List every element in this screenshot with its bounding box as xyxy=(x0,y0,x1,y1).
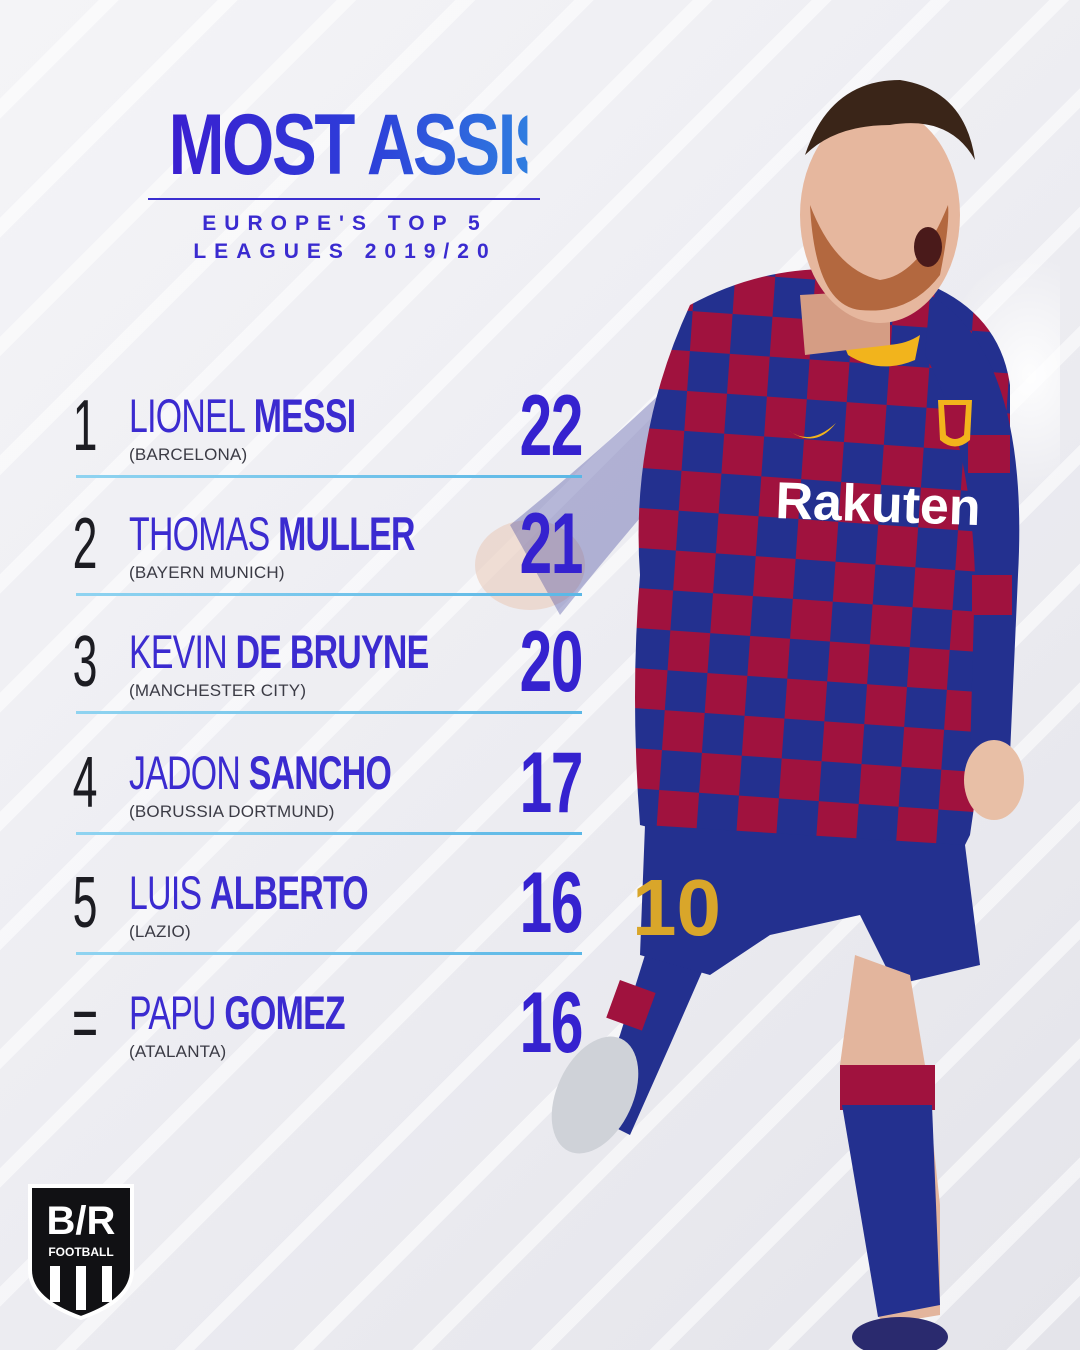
player-name: PAPU GOMEZ xyxy=(129,986,346,1039)
br-football-logo: B/R FOOTBALL xyxy=(28,1184,134,1321)
player-row: 2 THOMAS MULLER (BAYERN MUNICH) 21 xyxy=(0,499,600,621)
rank-number: = xyxy=(71,983,99,1063)
row-divider xyxy=(76,711,582,714)
player-name: LIONEL MESSI xyxy=(129,389,356,442)
player-last-name: GOMEZ xyxy=(224,986,345,1039)
player-last-name: ALBERTO xyxy=(210,866,369,919)
player-row: 4 JADON SANCHO (BORUSSIA DORTMUND) 17 xyxy=(0,738,600,860)
assist-count: 16 xyxy=(519,855,584,951)
player-first-name: KEVIN xyxy=(129,625,228,678)
player-name: KEVIN DE BRUYNE xyxy=(129,625,430,678)
player-last-name: MULLER xyxy=(278,507,415,560)
rank-number: 2 xyxy=(72,504,98,584)
row-divider xyxy=(76,593,582,596)
assist-count: 17 xyxy=(519,735,584,831)
subtitle-line-2: LEAGUES 2019/20 xyxy=(193,240,497,263)
row-divider xyxy=(76,952,582,955)
assist-count: 22 xyxy=(519,378,584,474)
player-row: 1 LIONEL MESSI (BARCELONA) 22 xyxy=(0,381,600,503)
assist-count: 16 xyxy=(519,975,584,1071)
rank-number: 3 xyxy=(72,622,98,702)
player-last-name: MESSI xyxy=(253,389,356,442)
rank-number: 5 xyxy=(72,863,98,943)
player-row: = PAPU GOMEZ (ATALANTA) 16 xyxy=(0,978,600,1100)
player-first-name: LUIS xyxy=(129,866,202,919)
player-first-name: LIONEL xyxy=(129,389,246,442)
row-divider xyxy=(76,832,582,835)
player-row: 5 LUIS ALBERTO (LAZIO) 16 xyxy=(0,858,600,980)
row-divider xyxy=(76,475,582,478)
svg-text:10: 10 xyxy=(632,863,721,952)
player-club: (ATALANTA) xyxy=(129,1042,227,1061)
player-name: THOMAS MULLER xyxy=(129,509,415,559)
player-row: 3 KEVIN DE BRUYNE (MANCHESTER CITY) 20 xyxy=(0,617,600,739)
assist-count: 20 xyxy=(519,614,584,710)
rank-number: 1 xyxy=(72,386,98,466)
player-last-name: DE BRUYNE xyxy=(235,625,430,678)
player-name: LUIS ALBERTO xyxy=(129,866,369,919)
player-first-name: THOMAS xyxy=(129,507,270,560)
title-divider xyxy=(148,198,540,200)
logo-subtext: FOOTBALL xyxy=(48,1245,113,1259)
logo-wordmark: B/R xyxy=(47,1199,116,1243)
page-subtitle: EUROPE'S TOP 5 LEAGUES 2019/20 xyxy=(130,210,560,266)
player-first-name: JADON xyxy=(129,746,241,799)
player-club: (MANCHESTER CITY) xyxy=(129,681,307,700)
assist-count: 21 xyxy=(519,496,584,592)
sponsor-text: Rakuten xyxy=(775,472,982,537)
player-first-name: PAPU xyxy=(129,986,216,1039)
player-club: (BORUSSIA DORTMUND) xyxy=(129,802,335,821)
player-name: JADON SANCHO xyxy=(129,746,392,799)
player-club: (BARCELONA) xyxy=(129,445,248,464)
subtitle-line-1: EUROPE'S TOP 5 xyxy=(202,212,488,235)
player-last-name: SANCHO xyxy=(248,746,392,799)
player-club: (BAYERN MUNICH) xyxy=(129,563,285,582)
rank-number: 4 xyxy=(72,743,98,823)
player-club: (LAZIO) xyxy=(129,922,191,941)
player-photo: 10 Rakuten xyxy=(475,80,1060,1350)
